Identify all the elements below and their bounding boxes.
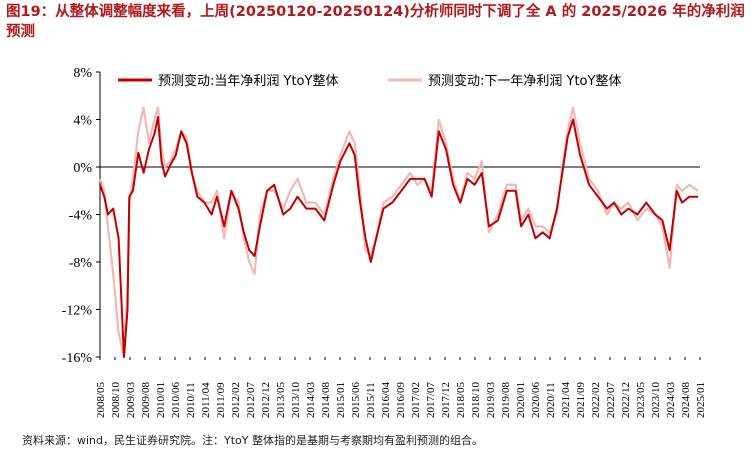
x-tick-label: 2012/07 xyxy=(245,381,257,418)
x-tick-label: 2011/04 xyxy=(200,382,212,418)
legend-label-2: 预测变动:下一年净利润 YtoY整体 xyxy=(428,73,621,89)
x-tick-label: 2016/04 xyxy=(380,381,392,418)
x-tick-label: 2009/08 xyxy=(140,381,152,418)
x-tick-label: 2021/04 xyxy=(560,381,572,418)
x-tick-label: 2014/03 xyxy=(305,381,317,418)
x-tick-label: 2010/01 xyxy=(155,382,167,418)
x-tick-label: 2015/06 xyxy=(350,381,362,418)
x-tick-label: 2008/05 xyxy=(95,381,107,418)
x-tick-label: 2022/12 xyxy=(620,382,632,418)
x-tick-label: 2019/03 xyxy=(485,381,497,418)
x-tick-label: 2012/12 xyxy=(260,382,272,418)
legend-label-1: 预测变动:当年净利润 YtoY整体 xyxy=(158,73,338,89)
x-tick-label: 2017/12 xyxy=(440,382,452,418)
x-tick-label: 2020/06 xyxy=(530,381,542,418)
x-tick-label: 2015/01 xyxy=(335,382,347,418)
y-tick-label: -12% xyxy=(62,304,93,319)
x-tick-label: 2023/10 xyxy=(650,381,662,418)
series-line-1 xyxy=(99,116,699,358)
x-tick-label: 2014/08 xyxy=(320,381,332,418)
x-tick-label: 2013/10 xyxy=(290,381,302,418)
x-tick-label: 2012/02 xyxy=(230,382,242,418)
figure-title: 图19：从整体调整幅度来看，上周(20250120-20250124)分析师同时… xyxy=(6,4,745,40)
x-tick-label: 2020/11 xyxy=(545,382,557,418)
y-tick-label: -16% xyxy=(62,351,93,366)
x-tick-label: 2016/09 xyxy=(395,381,407,418)
y-tick-label: -8% xyxy=(69,256,93,271)
x-tick-label: 2015/11 xyxy=(365,382,377,418)
x-tick-label: 2011/09 xyxy=(215,382,227,418)
x-tick-label: 2017/07 xyxy=(425,381,437,418)
x-tick-label: 2021/09 xyxy=(575,381,587,418)
x-tick-label: 2019/08 xyxy=(500,381,512,418)
x-tick-label: 2020/01 xyxy=(515,382,527,418)
x-tick-label: 2022/02 xyxy=(590,382,602,418)
x-tick-label: 2009/03 xyxy=(125,381,137,418)
x-tick-label: 2010/11 xyxy=(185,382,197,418)
x-tick-label: 2024/08 xyxy=(680,381,692,418)
y-tick-label: 4% xyxy=(73,114,92,129)
source-note: 资料来源：wind，民生证券研究院。注：YtoY 整体指的是基期与考察期均有盈利… xyxy=(22,434,483,447)
series-line-2 xyxy=(98,106,699,359)
x-tick-label: 2025/01 xyxy=(695,382,707,418)
x-tick-label: 2018/05 xyxy=(455,381,467,418)
y-tick-label: -4% xyxy=(69,209,93,224)
x-tick-label: 2017/02 xyxy=(410,382,422,418)
x-tick-label: 2022/07 xyxy=(605,381,617,418)
x-tick-label: 2018/10 xyxy=(470,381,482,418)
x-tick-label: 2008/10 xyxy=(110,381,122,418)
x-tick-label: 2023/05 xyxy=(635,381,647,418)
x-tick-label: 2013/05 xyxy=(275,381,287,418)
y-tick-label: 8% xyxy=(73,66,92,81)
x-tick-label: 2024/03 xyxy=(665,381,677,418)
y-tick-label: 0% xyxy=(73,161,92,176)
x-tick-label: 2010/06 xyxy=(170,381,182,418)
